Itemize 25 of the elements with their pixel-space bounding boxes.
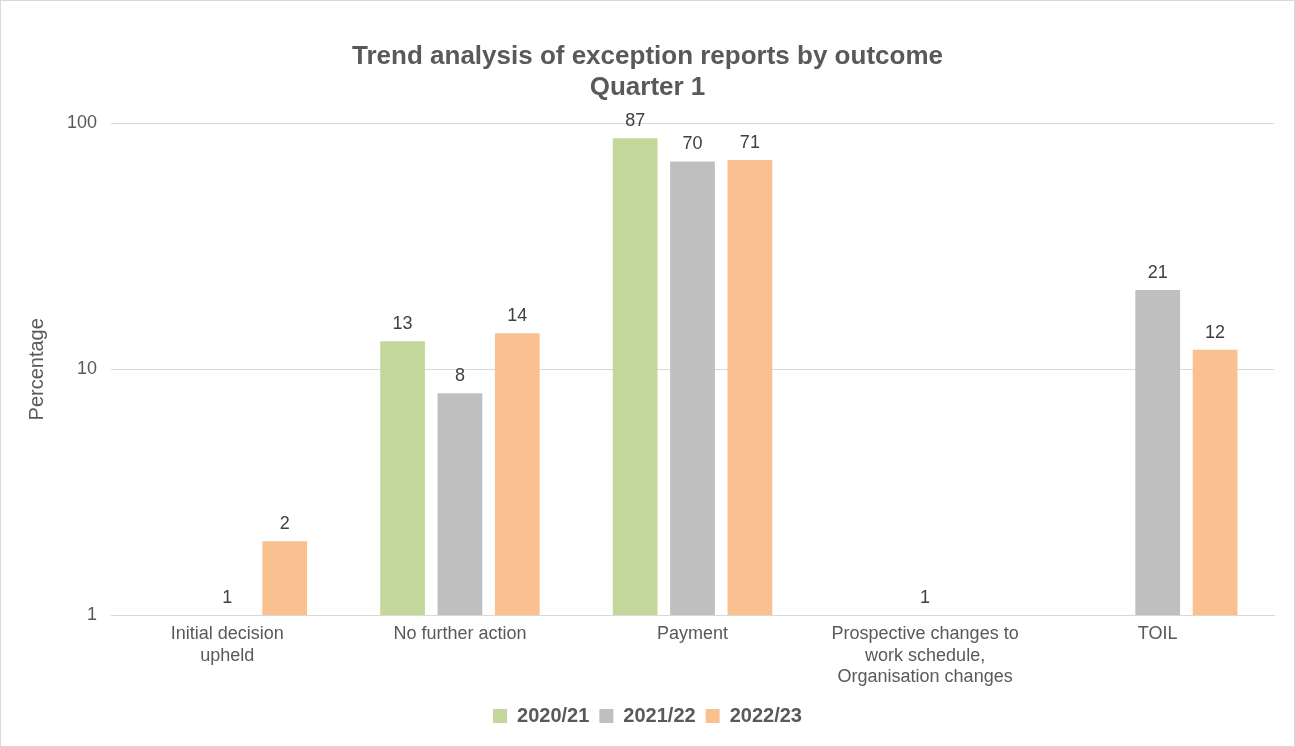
- data-label: 13: [392, 313, 413, 334]
- chart-subtitle: Quarter 1: [589, 70, 706, 101]
- y-tick-label: 10: [77, 358, 98, 379]
- data-label: 70: [682, 133, 703, 154]
- data-label: 14: [507, 305, 528, 326]
- data-label: 2: [279, 513, 290, 534]
- data-label: 8: [454, 365, 465, 386]
- legend-label: 2021/22: [623, 703, 696, 726]
- data-label: 87: [625, 110, 646, 131]
- y-tick-label: 1: [87, 604, 98, 625]
- x-tick-label: Initial decision upheld: [170, 622, 284, 665]
- legend-label: 2020/21: [517, 703, 590, 726]
- x-tick-label: TOIL: [1137, 622, 1178, 643]
- y-axis-title: Percentage: [24, 318, 47, 421]
- x-tick-label: Payment: [656, 622, 729, 643]
- data-label: 12: [1205, 321, 1226, 342]
- chart-title: Trend analysis of exception reports by outcome: [352, 39, 943, 70]
- legend-label: 2022/23: [729, 703, 802, 726]
- x-tick-label: No further action: [393, 622, 527, 643]
- data-label: 1: [222, 587, 233, 608]
- x-tick-label: Prospective changes to work schedule, Organisation changes: [831, 622, 1019, 687]
- data-label: 21: [1147, 262, 1168, 283]
- y-tick-label: 100: [66, 112, 98, 133]
- data-label: 71: [739, 131, 760, 152]
- data-label: 1: [920, 587, 931, 608]
